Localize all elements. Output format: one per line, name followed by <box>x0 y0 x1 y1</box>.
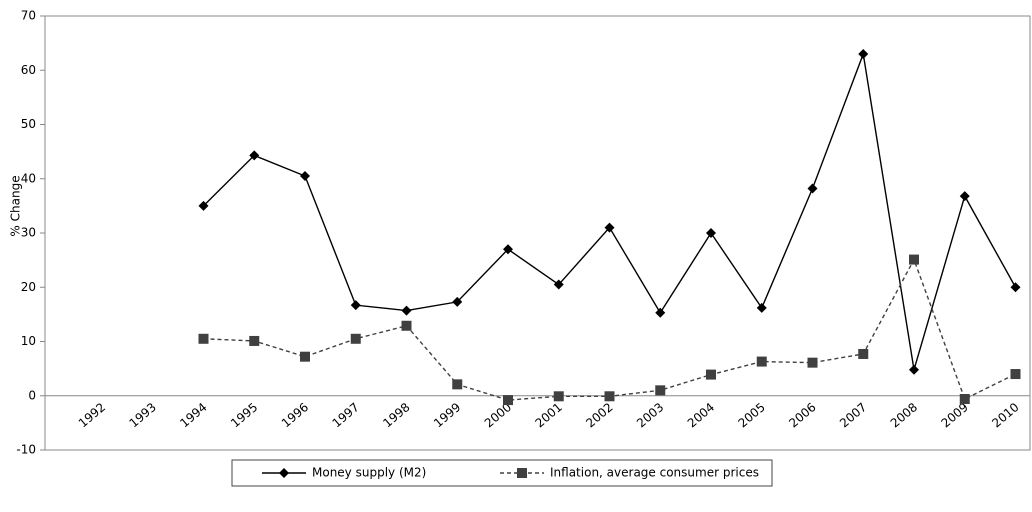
marker <box>249 335 260 346</box>
marker <box>909 254 919 265</box>
marker <box>1010 282 1021 293</box>
marker <box>604 391 615 402</box>
plot-frame <box>44 15 1031 451</box>
legend-label: Money supply (M2) <box>312 466 426 480</box>
marker <box>858 348 869 359</box>
series-line <box>203 51 1017 370</box>
x-tick-label: 1999 <box>431 400 463 430</box>
x-tick-label: 1994 <box>177 400 209 430</box>
x-tick-label: 1997 <box>330 400 362 430</box>
marker <box>401 305 412 316</box>
marker <box>706 369 716 380</box>
marker <box>604 222 615 233</box>
y-tick-label: 10 <box>21 334 36 348</box>
legend-marker <box>279 468 289 478</box>
series-line <box>203 257 1016 401</box>
y-tick-label: 70 <box>21 9 36 23</box>
marker <box>756 302 767 313</box>
x-tick-label: 1995 <box>228 400 260 430</box>
x-tick-label: 1992 <box>76 400 108 430</box>
marker <box>249 150 260 161</box>
x-tick-label: 2007 <box>837 400 869 430</box>
x-tick-label: 2010 <box>989 400 1021 430</box>
x-tick-label: 2002 <box>583 400 615 430</box>
marker <box>401 320 412 331</box>
marker <box>858 48 869 59</box>
legend-box <box>231 459 773 487</box>
y-axis-label: % Change <box>9 175 23 236</box>
x-tick-label: 1996 <box>279 400 311 430</box>
marker <box>350 300 361 311</box>
y-tick-label: 0 <box>28 388 36 402</box>
marker <box>198 200 209 211</box>
x-tick-label: 1993 <box>127 400 159 430</box>
x-tick-label: 2001 <box>533 400 565 430</box>
x-tick-label: 2004 <box>685 400 717 430</box>
legend-label: Inflation, average consumer prices <box>550 466 759 480</box>
x-tick-label: 2005 <box>736 400 768 430</box>
y-tick-label: 50 <box>21 117 36 131</box>
marker <box>553 391 564 402</box>
marker <box>655 307 666 318</box>
marker <box>756 356 767 367</box>
marker <box>300 351 310 362</box>
marker <box>350 333 361 344</box>
x-tick-label: 2008 <box>888 400 920 430</box>
y-tick-label: 20 <box>21 280 36 294</box>
marker <box>655 385 666 396</box>
marker <box>807 183 818 194</box>
y-tick-label: 30 <box>21 226 36 240</box>
marker <box>959 394 970 405</box>
marker <box>807 357 818 368</box>
y-tick-label: 40 <box>21 171 36 185</box>
marker <box>503 395 513 406</box>
y-tick-label: -10 <box>16 443 36 457</box>
x-tick-label: 2003 <box>634 400 666 430</box>
marker <box>959 191 970 202</box>
x-tick-label: 2006 <box>786 400 818 430</box>
marker <box>1010 369 1021 380</box>
marker <box>909 364 919 375</box>
marker <box>503 244 513 255</box>
x-tick-label: 1998 <box>380 400 412 430</box>
marker <box>553 279 564 290</box>
marker <box>198 333 209 344</box>
y-tick-label: 60 <box>21 63 36 77</box>
legend-marker <box>517 468 527 478</box>
marker <box>452 379 463 390</box>
marker <box>452 296 463 307</box>
x-tick-label: 2009 <box>939 400 971 430</box>
marker <box>300 171 310 182</box>
marker <box>706 228 716 238</box>
